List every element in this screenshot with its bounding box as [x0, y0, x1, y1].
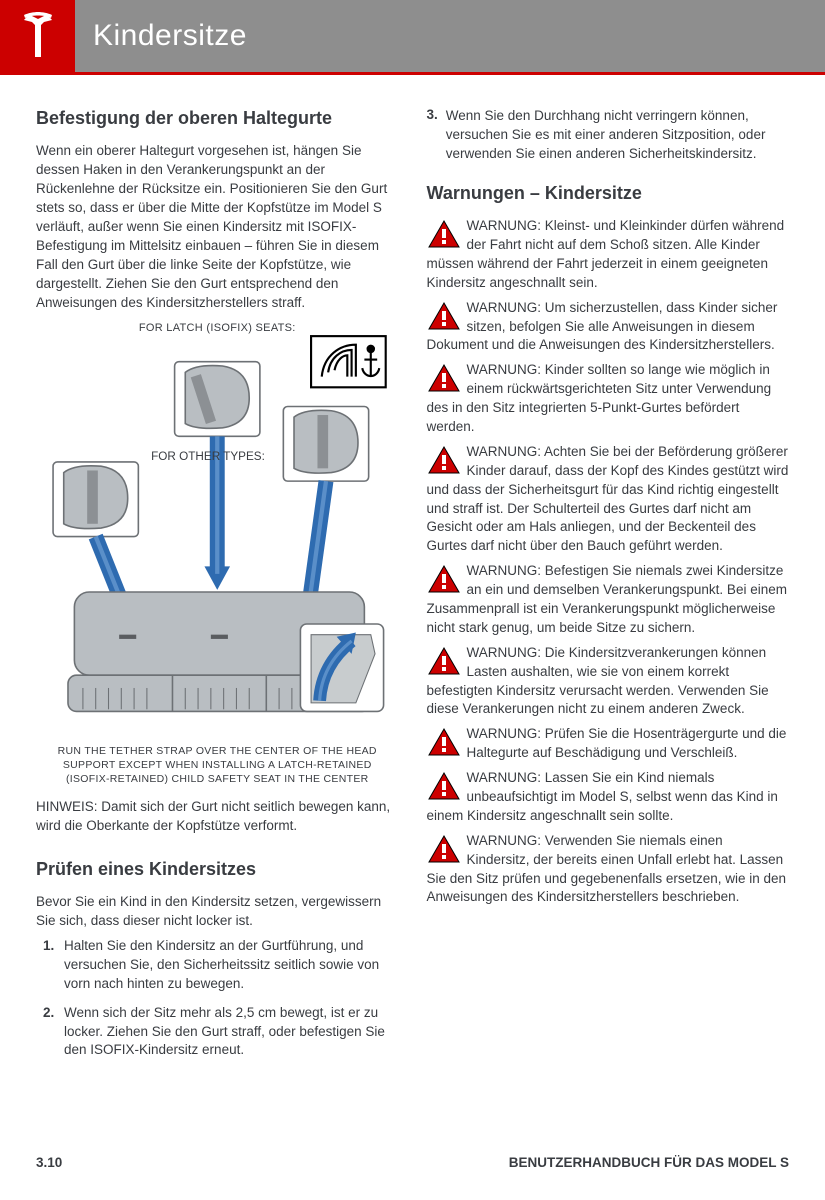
warning-item: WARNUNG: Achten Sie bei der Beförderung …: [427, 443, 790, 556]
warning-item: WARNUNG: Befestigen Sie niemals zwei Kin…: [427, 562, 790, 638]
diagram-caption: RUN THE TETHER STRAP OVER THE CENTER OF …: [50, 744, 385, 787]
page-footer: 3.10 BENUTZERHANDBUCH FÜR DAS MODEL S: [36, 1155, 789, 1170]
manual-title: BENUTZERHANDBUCH FÜR DAS MODEL S: [509, 1155, 789, 1170]
warning-icon: [427, 445, 461, 475]
warning-icon: [427, 834, 461, 864]
page-header: Kindersitze: [0, 0, 825, 75]
warning-icon: [427, 564, 461, 594]
step-3-text: Wenn Sie den Durchhang nicht verringern …: [446, 107, 789, 164]
warning-icon: [427, 301, 461, 331]
tesla-logo-icon: [18, 11, 58, 61]
section-heading-tether: Befestigung der oberen Haltegurte: [36, 107, 399, 130]
tether-diagram: FOR LATCH (ISOFIX) SEATS:: [36, 322, 399, 786]
section-heading-check: Prüfen eines Kindersitzes: [36, 858, 399, 881]
warning-text: WARNUNG: Achten Sie bei der Beförderung …: [427, 444, 789, 553]
left-column: Befestigung der oberen Haltegurte Wenn e…: [36, 107, 399, 1070]
step-3-row: 3. Wenn Sie den Durchhang nicht verringe…: [427, 107, 790, 164]
warning-item: WARNUNG: Um sicherzustellen, dass Kinder…: [427, 299, 790, 356]
warning-item: WARNUNG: Die Kindersitzverankerungen kön…: [427, 644, 790, 720]
warnings-list: WARNUNG: Kleinst- und Kleinkinder dürfen…: [427, 217, 790, 907]
warning-text: WARNUNG: Befestigen Sie niemals zwei Kin…: [427, 563, 787, 635]
warning-item: WARNUNG: Prüfen Sie die Hosenträgergurte…: [427, 725, 790, 763]
list-item: Halten Sie den Kindersitz an der Gurtfüh…: [58, 937, 399, 994]
check-steps: Halten Sie den Kindersitz an der Gurtfüh…: [36, 937, 399, 1060]
warning-text: WARNUNG: Lassen Sie ein Kind niemals unb…: [427, 770, 778, 823]
tether-note: HINWEIS: Damit sich der Gurt nicht seitl…: [36, 798, 399, 836]
content: Befestigung der oberen Haltegurte Wenn e…: [0, 75, 825, 1070]
diagram-label-other-svg: FOR OTHER TYPES:: [151, 450, 265, 463]
diagram-label-isofix: FOR LATCH (ISOFIX) SEATS:: [36, 322, 399, 334]
check-intro: Bevor Sie ein Kind in den Kindersitz set…: [36, 893, 399, 931]
warning-text: WARNUNG: Kleinst- und Kleinkinder dürfen…: [427, 218, 785, 290]
seat-diagram-svg: FOR OTHER TYPES:: [36, 334, 399, 739]
warning-text: WARNUNG: Die Kindersitzverankerungen kön…: [427, 645, 769, 717]
warning-text: WARNUNG: Um sicherzustellen, dass Kinder…: [427, 300, 778, 353]
warning-icon: [427, 771, 461, 801]
page-number: 3.10: [36, 1155, 62, 1170]
warning-text: WARNUNG: Prüfen Sie die Hosenträgergurte…: [467, 726, 787, 760]
warning-item: WARNUNG: Verwenden Sie niemals einen Kin…: [427, 832, 790, 908]
warning-text: WARNUNG: Verwenden Sie niemals einen Kin…: [427, 833, 787, 905]
warning-item: WARNUNG: Kinder sollten so lange wie mög…: [427, 361, 790, 437]
warning-item: WARNUNG: Lassen Sie ein Kind niemals unb…: [427, 769, 790, 826]
tesla-logo: [0, 0, 75, 74]
tether-paragraph: Wenn ein oberer Haltegurt vorgesehen ist…: [36, 142, 399, 312]
list-item: Wenn sich der Sitz mehr als 2,5 cm beweg…: [58, 1004, 399, 1061]
warning-text: WARNUNG: Kinder sollten so lange wie mög…: [427, 362, 772, 434]
page-title: Kindersitze: [93, 19, 247, 53]
warning-icon: [427, 363, 461, 393]
warning-icon: [427, 219, 461, 249]
section-heading-warnings: Warnungen – Kindersitze: [427, 182, 790, 205]
warning-icon: [427, 727, 461, 757]
warning-icon: [427, 646, 461, 676]
step-3-number: 3.: [427, 107, 438, 164]
warning-item: WARNUNG: Kleinst- und Kleinkinder dürfen…: [427, 217, 790, 293]
right-column: 3. Wenn Sie den Durchhang nicht verringe…: [427, 107, 790, 1070]
